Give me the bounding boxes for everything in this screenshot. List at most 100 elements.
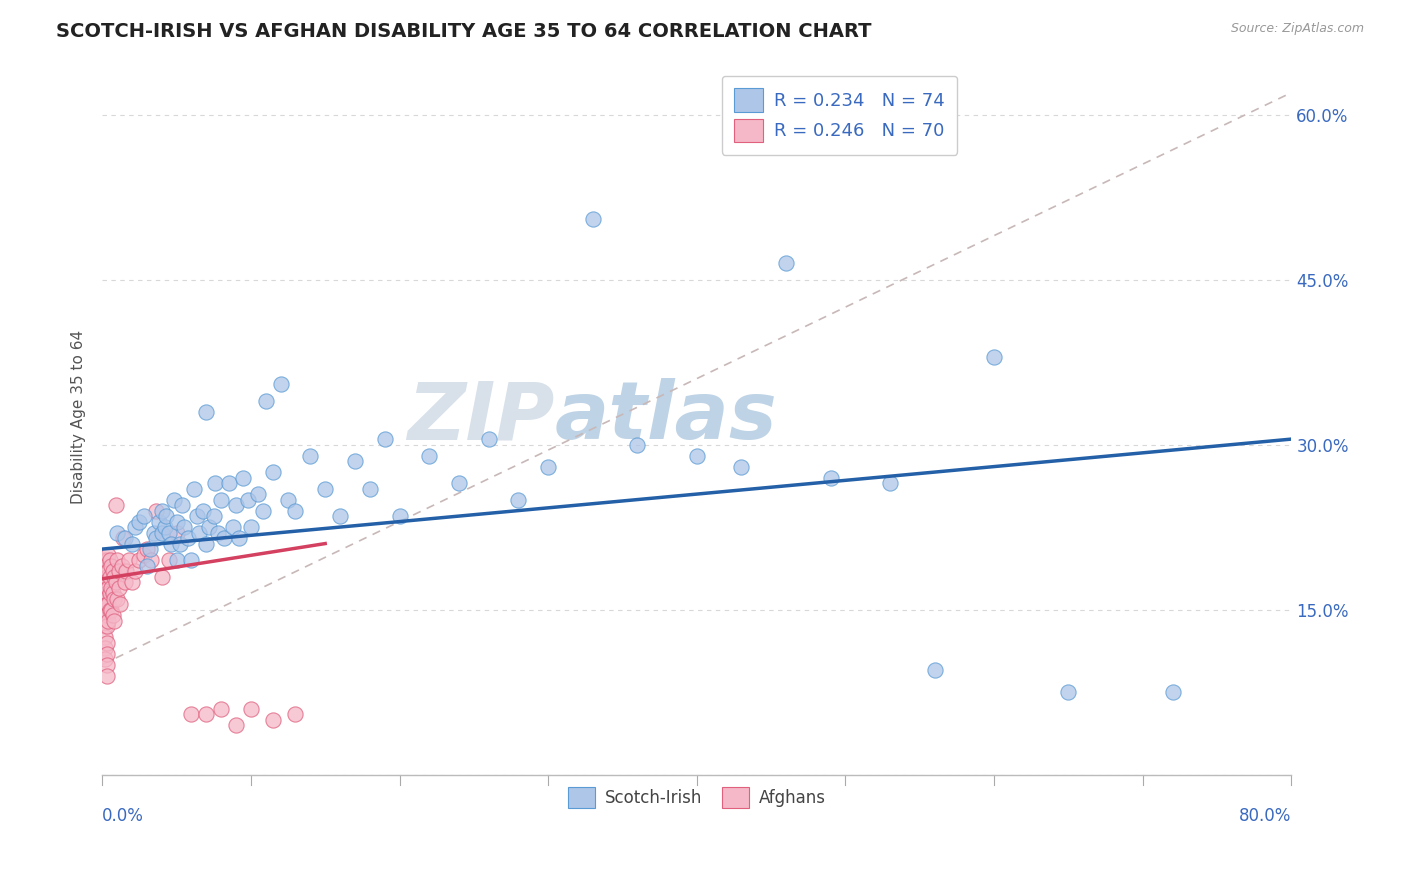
Point bbox=[97, 614, 120, 628]
Point bbox=[101, 608, 124, 623]
Point bbox=[96, 608, 118, 623]
Point bbox=[626, 437, 648, 451]
Point bbox=[98, 569, 121, 583]
Point bbox=[157, 525, 180, 540]
Point bbox=[225, 498, 247, 512]
Point bbox=[252, 503, 274, 517]
Point bbox=[173, 520, 195, 534]
Point bbox=[105, 591, 128, 606]
Point bbox=[100, 558, 122, 573]
Point bbox=[239, 701, 262, 715]
Point bbox=[114, 575, 136, 590]
Point bbox=[108, 597, 131, 611]
Point bbox=[132, 509, 155, 524]
Point bbox=[94, 591, 117, 606]
Point bbox=[124, 564, 146, 578]
Point bbox=[145, 531, 167, 545]
Point bbox=[879, 476, 901, 491]
Point bbox=[110, 558, 132, 573]
Point bbox=[212, 531, 235, 545]
Point bbox=[277, 492, 299, 507]
Point bbox=[159, 536, 181, 550]
Point bbox=[359, 482, 381, 496]
Point bbox=[128, 515, 150, 529]
Point bbox=[150, 569, 173, 583]
Point bbox=[166, 553, 188, 567]
Point bbox=[94, 602, 117, 616]
Point bbox=[94, 652, 117, 666]
Point bbox=[447, 476, 470, 491]
Point bbox=[139, 542, 162, 557]
Point bbox=[730, 459, 752, 474]
Point bbox=[93, 591, 115, 606]
Point bbox=[1161, 685, 1184, 699]
Point bbox=[228, 531, 250, 545]
Point bbox=[983, 350, 1005, 364]
Text: SCOTCH-IRISH VS AFGHAN DISABILITY AGE 35 TO 64 CORRELATION CHART: SCOTCH-IRISH VS AFGHAN DISABILITY AGE 35… bbox=[56, 22, 872, 41]
Point bbox=[232, 470, 254, 484]
Point bbox=[284, 707, 307, 722]
Point bbox=[94, 575, 117, 590]
Point bbox=[924, 663, 946, 677]
Point bbox=[135, 542, 157, 557]
Point bbox=[180, 553, 202, 567]
Point bbox=[97, 564, 120, 578]
Point bbox=[141, 553, 163, 567]
Point bbox=[177, 531, 200, 545]
Point bbox=[98, 553, 121, 567]
Point bbox=[172, 498, 194, 512]
Point bbox=[157, 553, 180, 567]
Point bbox=[94, 641, 117, 656]
Point bbox=[101, 586, 124, 600]
Point bbox=[418, 449, 440, 463]
Point bbox=[98, 586, 121, 600]
Point bbox=[128, 553, 150, 567]
Point bbox=[169, 536, 191, 550]
Point bbox=[107, 564, 129, 578]
Point bbox=[96, 597, 118, 611]
Point bbox=[124, 520, 146, 534]
Point bbox=[183, 482, 205, 496]
Point bbox=[115, 564, 138, 578]
Point bbox=[104, 575, 127, 590]
Point bbox=[209, 492, 232, 507]
Point bbox=[166, 515, 188, 529]
Point bbox=[121, 575, 143, 590]
Point bbox=[218, 476, 240, 491]
Point bbox=[121, 536, 143, 550]
Point bbox=[195, 707, 218, 722]
Point bbox=[193, 503, 215, 517]
Point bbox=[820, 470, 842, 484]
Point bbox=[98, 602, 121, 616]
Point bbox=[254, 393, 277, 408]
Point bbox=[114, 531, 136, 545]
Point bbox=[314, 482, 336, 496]
Point bbox=[374, 432, 396, 446]
Point bbox=[105, 525, 128, 540]
Text: atlas: atlas bbox=[554, 378, 778, 456]
Point bbox=[270, 377, 292, 392]
Point bbox=[222, 520, 245, 534]
Point bbox=[103, 591, 125, 606]
Point bbox=[101, 564, 124, 578]
Point bbox=[1057, 685, 1080, 699]
Point bbox=[686, 449, 709, 463]
Point bbox=[299, 449, 322, 463]
Point bbox=[225, 718, 247, 732]
Text: 80.0%: 80.0% bbox=[1239, 806, 1292, 825]
Point bbox=[153, 520, 176, 534]
Point bbox=[195, 404, 218, 418]
Point bbox=[207, 525, 229, 540]
Point bbox=[204, 476, 226, 491]
Point bbox=[94, 619, 117, 633]
Point bbox=[93, 564, 115, 578]
Point bbox=[93, 553, 115, 567]
Text: 0.0%: 0.0% bbox=[103, 806, 143, 825]
Point bbox=[262, 713, 284, 727]
Point bbox=[155, 509, 177, 524]
Point bbox=[343, 454, 366, 468]
Point bbox=[103, 614, 125, 628]
Point bbox=[96, 553, 118, 567]
Point bbox=[284, 503, 307, 517]
Point bbox=[186, 509, 208, 524]
